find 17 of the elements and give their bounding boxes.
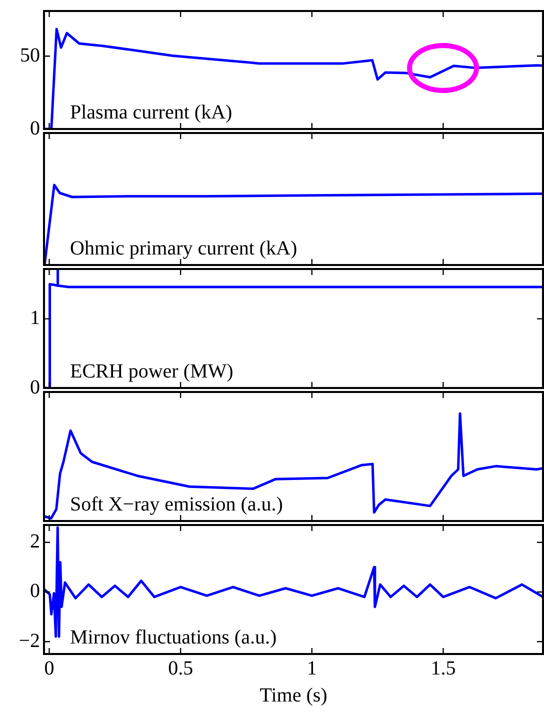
- y-tick-label: 2: [30, 530, 40, 553]
- y-tick-label: 1: [30, 307, 40, 330]
- annotation: ECRH power (MW): [70, 360, 234, 382]
- annotation: Ohmic primary current (kA): [70, 237, 298, 260]
- x-axis-title: Time (s): [260, 684, 328, 706]
- y-tick-label: 0: [30, 117, 40, 140]
- x-tick-label: 0: [44, 657, 54, 680]
- x-tick-label: 1.5: [430, 657, 456, 680]
- y-tick-label: 0: [30, 580, 40, 602]
- annotation: Mirnov fluctuations (a.u.): [70, 626, 277, 648]
- y-tick-label: 0: [30, 376, 40, 398]
- x-tick-label: 1: [306, 657, 317, 680]
- annotation: Plasma current (kA): [70, 101, 232, 124]
- x-tick-label: 0.5: [168, 657, 194, 680]
- y-tick-label: 50: [20, 44, 40, 66]
- annotation: Soft X−ray emission (a.u.): [70, 493, 283, 516]
- y-tick-label: −2: [18, 630, 40, 652]
